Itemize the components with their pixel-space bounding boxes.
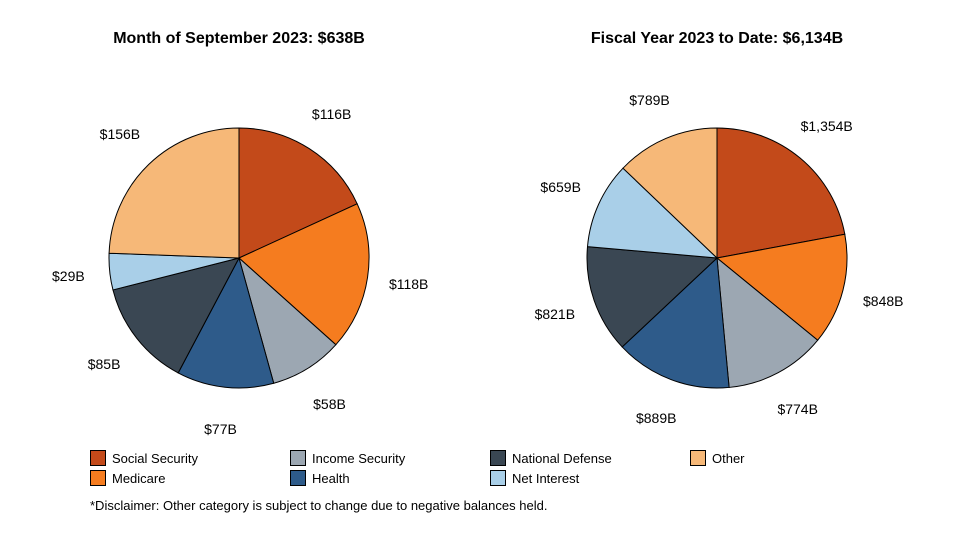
pie-svg xyxy=(497,58,937,418)
legend-item: Medicare xyxy=(90,470,250,486)
slice-label: $77B xyxy=(204,421,237,437)
legend-column: Other xyxy=(690,450,850,490)
legend-swatch xyxy=(690,450,706,466)
legend-swatch xyxy=(490,470,506,486)
legend-label: Other xyxy=(712,451,745,466)
legend-column: Social Security Medicare xyxy=(90,450,250,490)
legend-swatch xyxy=(290,470,306,486)
legend-column: Income Security Health xyxy=(290,450,450,490)
pie-right: $1,354B$848B$774B$889B$821B$659B$789B xyxy=(497,58,937,418)
legend-label: Social Security xyxy=(112,451,198,466)
slice-label: $789B xyxy=(629,92,669,108)
pie-left: $116B$118B$58B$77B$85B$29B$156B xyxy=(19,58,459,418)
legend-item: Other xyxy=(690,450,850,466)
legend-swatch xyxy=(490,450,506,466)
legend-swatch xyxy=(290,450,306,466)
chart-left-title: Month of September 2023: $638B xyxy=(19,30,459,48)
slice-label: $58B xyxy=(313,396,346,412)
legend-swatch xyxy=(90,470,106,486)
charts-row: Month of September 2023: $638B $116B $118… xyxy=(0,0,956,418)
legend-column: National Defense Net Interest xyxy=(490,450,650,490)
legend: Social Security Medicare Income Security He… xyxy=(90,450,910,490)
slice-label: $118B xyxy=(389,276,428,292)
page: Month of September 2023: $638B $116B $118… xyxy=(0,0,956,556)
slice-label: $1,354B xyxy=(801,118,853,134)
slice-label: $116B xyxy=(312,106,351,122)
legend-label: Income Security xyxy=(312,451,405,466)
slice-label: $848B xyxy=(863,293,903,309)
legend-item: Social Security xyxy=(90,450,250,466)
slice-label: $29B xyxy=(52,268,85,284)
legend-item: Income Security xyxy=(290,450,450,466)
legend-swatch xyxy=(90,450,106,466)
chart-right: Fiscal Year 2023 to Date: $6,134B $1,354… xyxy=(497,30,937,418)
chart-right-title: Fiscal Year 2023 to Date: $6,134B xyxy=(497,30,937,48)
slice-label: $659B xyxy=(540,179,580,195)
legend-label: Health xyxy=(312,471,350,486)
chart-left: Month of September 2023: $638B $116B $118… xyxy=(19,30,459,418)
legend-item: Health xyxy=(290,470,450,486)
slice-label: $821B xyxy=(535,306,575,322)
legend-item: Net Interest xyxy=(490,470,650,486)
slice-label: $774B xyxy=(777,401,817,417)
pie-svg xyxy=(19,58,459,418)
disclaimer: *Disclaimer: Other category is subject t… xyxy=(90,498,547,513)
legend-item: National Defense xyxy=(490,450,650,466)
slice-label: $156B xyxy=(100,126,140,142)
slice-label: $85B xyxy=(88,356,121,372)
slice-label: $889B xyxy=(636,410,676,426)
legend-label: National Defense xyxy=(512,451,612,466)
pie-slice xyxy=(109,128,239,258)
legend-label: Medicare xyxy=(112,471,165,486)
legend-label: Net Interest xyxy=(512,471,579,486)
